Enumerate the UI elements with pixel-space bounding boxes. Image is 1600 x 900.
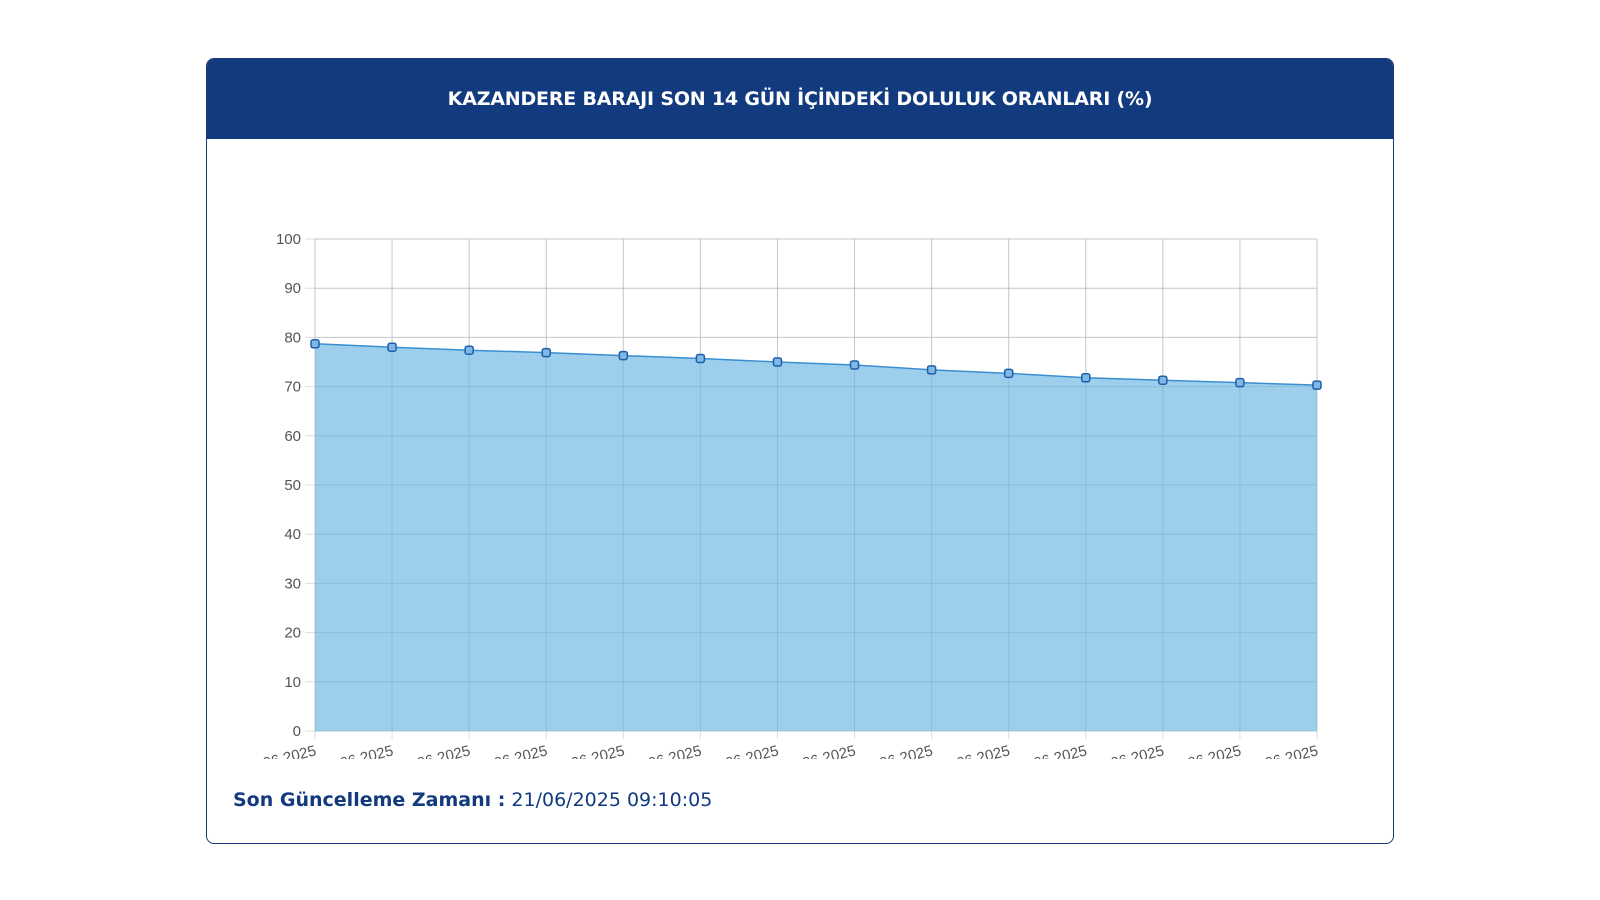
series-area [315, 343, 1317, 731]
data-point [926, 365, 937, 375]
last-update-label: Son Güncelleme Zamanı : [233, 789, 506, 811]
data-point [310, 339, 320, 349]
data-point [387, 342, 397, 352]
x-tick-label: 12.06.2025 [549, 742, 626, 759]
x-tick-label: 16.06.2025 [858, 742, 935, 759]
card-header: KAZANDERE BARAJI SON 14 GÜN İÇİNDEKİ DOL… [207, 59, 1393, 139]
chart-card: KAZANDERE BARAJI SON 14 GÜN İÇİNDEKİ DOL… [206, 58, 1394, 844]
y-tick-label: 40 [284, 526, 301, 543]
y-tick-label: 80 [284, 329, 301, 346]
y-tick-label: 10 [284, 674, 301, 691]
y-tick-label: 20 [284, 625, 301, 642]
data-point [464, 345, 474, 355]
x-tick-label: 11.06.2025 [473, 742, 549, 759]
data-point [1158, 375, 1168, 385]
last-update: Son Güncelleme Zamanı : 21/06/2025 09:10… [233, 789, 712, 811]
y-tick-label: 0 [293, 723, 301, 740]
data-point [849, 360, 860, 370]
x-tick-label: 21.06.2025 [1243, 742, 1320, 759]
x-tick-label: 17.06.2025 [935, 742, 1012, 759]
data-point [618, 350, 629, 361]
y-tick-label: 100 [276, 231, 301, 248]
y-tick-label: 60 [284, 428, 301, 445]
x-tick-label: 15.06.2025 [781, 742, 858, 759]
data-point [695, 353, 706, 364]
fill-rate-chart: 0 10 20 30 40 50 60 70 80 90 100 08.06.202509.06.20… [241, 231, 1322, 759]
x-tick-label: 14.06.2025 [703, 742, 780, 759]
chart-title: KAZANDERE BARAJI SON 14 GÜN İÇİNDEKİ DOL… [447, 88, 1153, 110]
data-point [1081, 372, 1091, 383]
last-update-value: 21/06/2025 09:10:05 [511, 789, 713, 811]
x-tick-label: 13.06.2025 [626, 742, 703, 759]
x-tick-label: 09.06.2025 [318, 742, 395, 759]
data-point [1003, 368, 1014, 379]
x-tick-label: 18.06.2025 [1012, 742, 1089, 759]
x-tick-label: 10.06.2025 [395, 742, 472, 759]
data-point [541, 347, 551, 358]
y-tick-label: 50 [284, 477, 301, 494]
x-tick-label: 19.06.2025 [1089, 742, 1166, 759]
y-tick-label: 30 [284, 575, 301, 592]
data-point [772, 357, 783, 367]
x-tick-label: 08.06.2025 [241, 742, 318, 759]
y-tick-label: 90 [284, 280, 301, 297]
series-line [314, 343, 1318, 386]
data-point [1312, 380, 1322, 390]
data-point [1235, 377, 1245, 388]
y-tick-label: 70 [284, 379, 301, 396]
x-tick-label: 20.06.2025 [1166, 742, 1243, 759]
